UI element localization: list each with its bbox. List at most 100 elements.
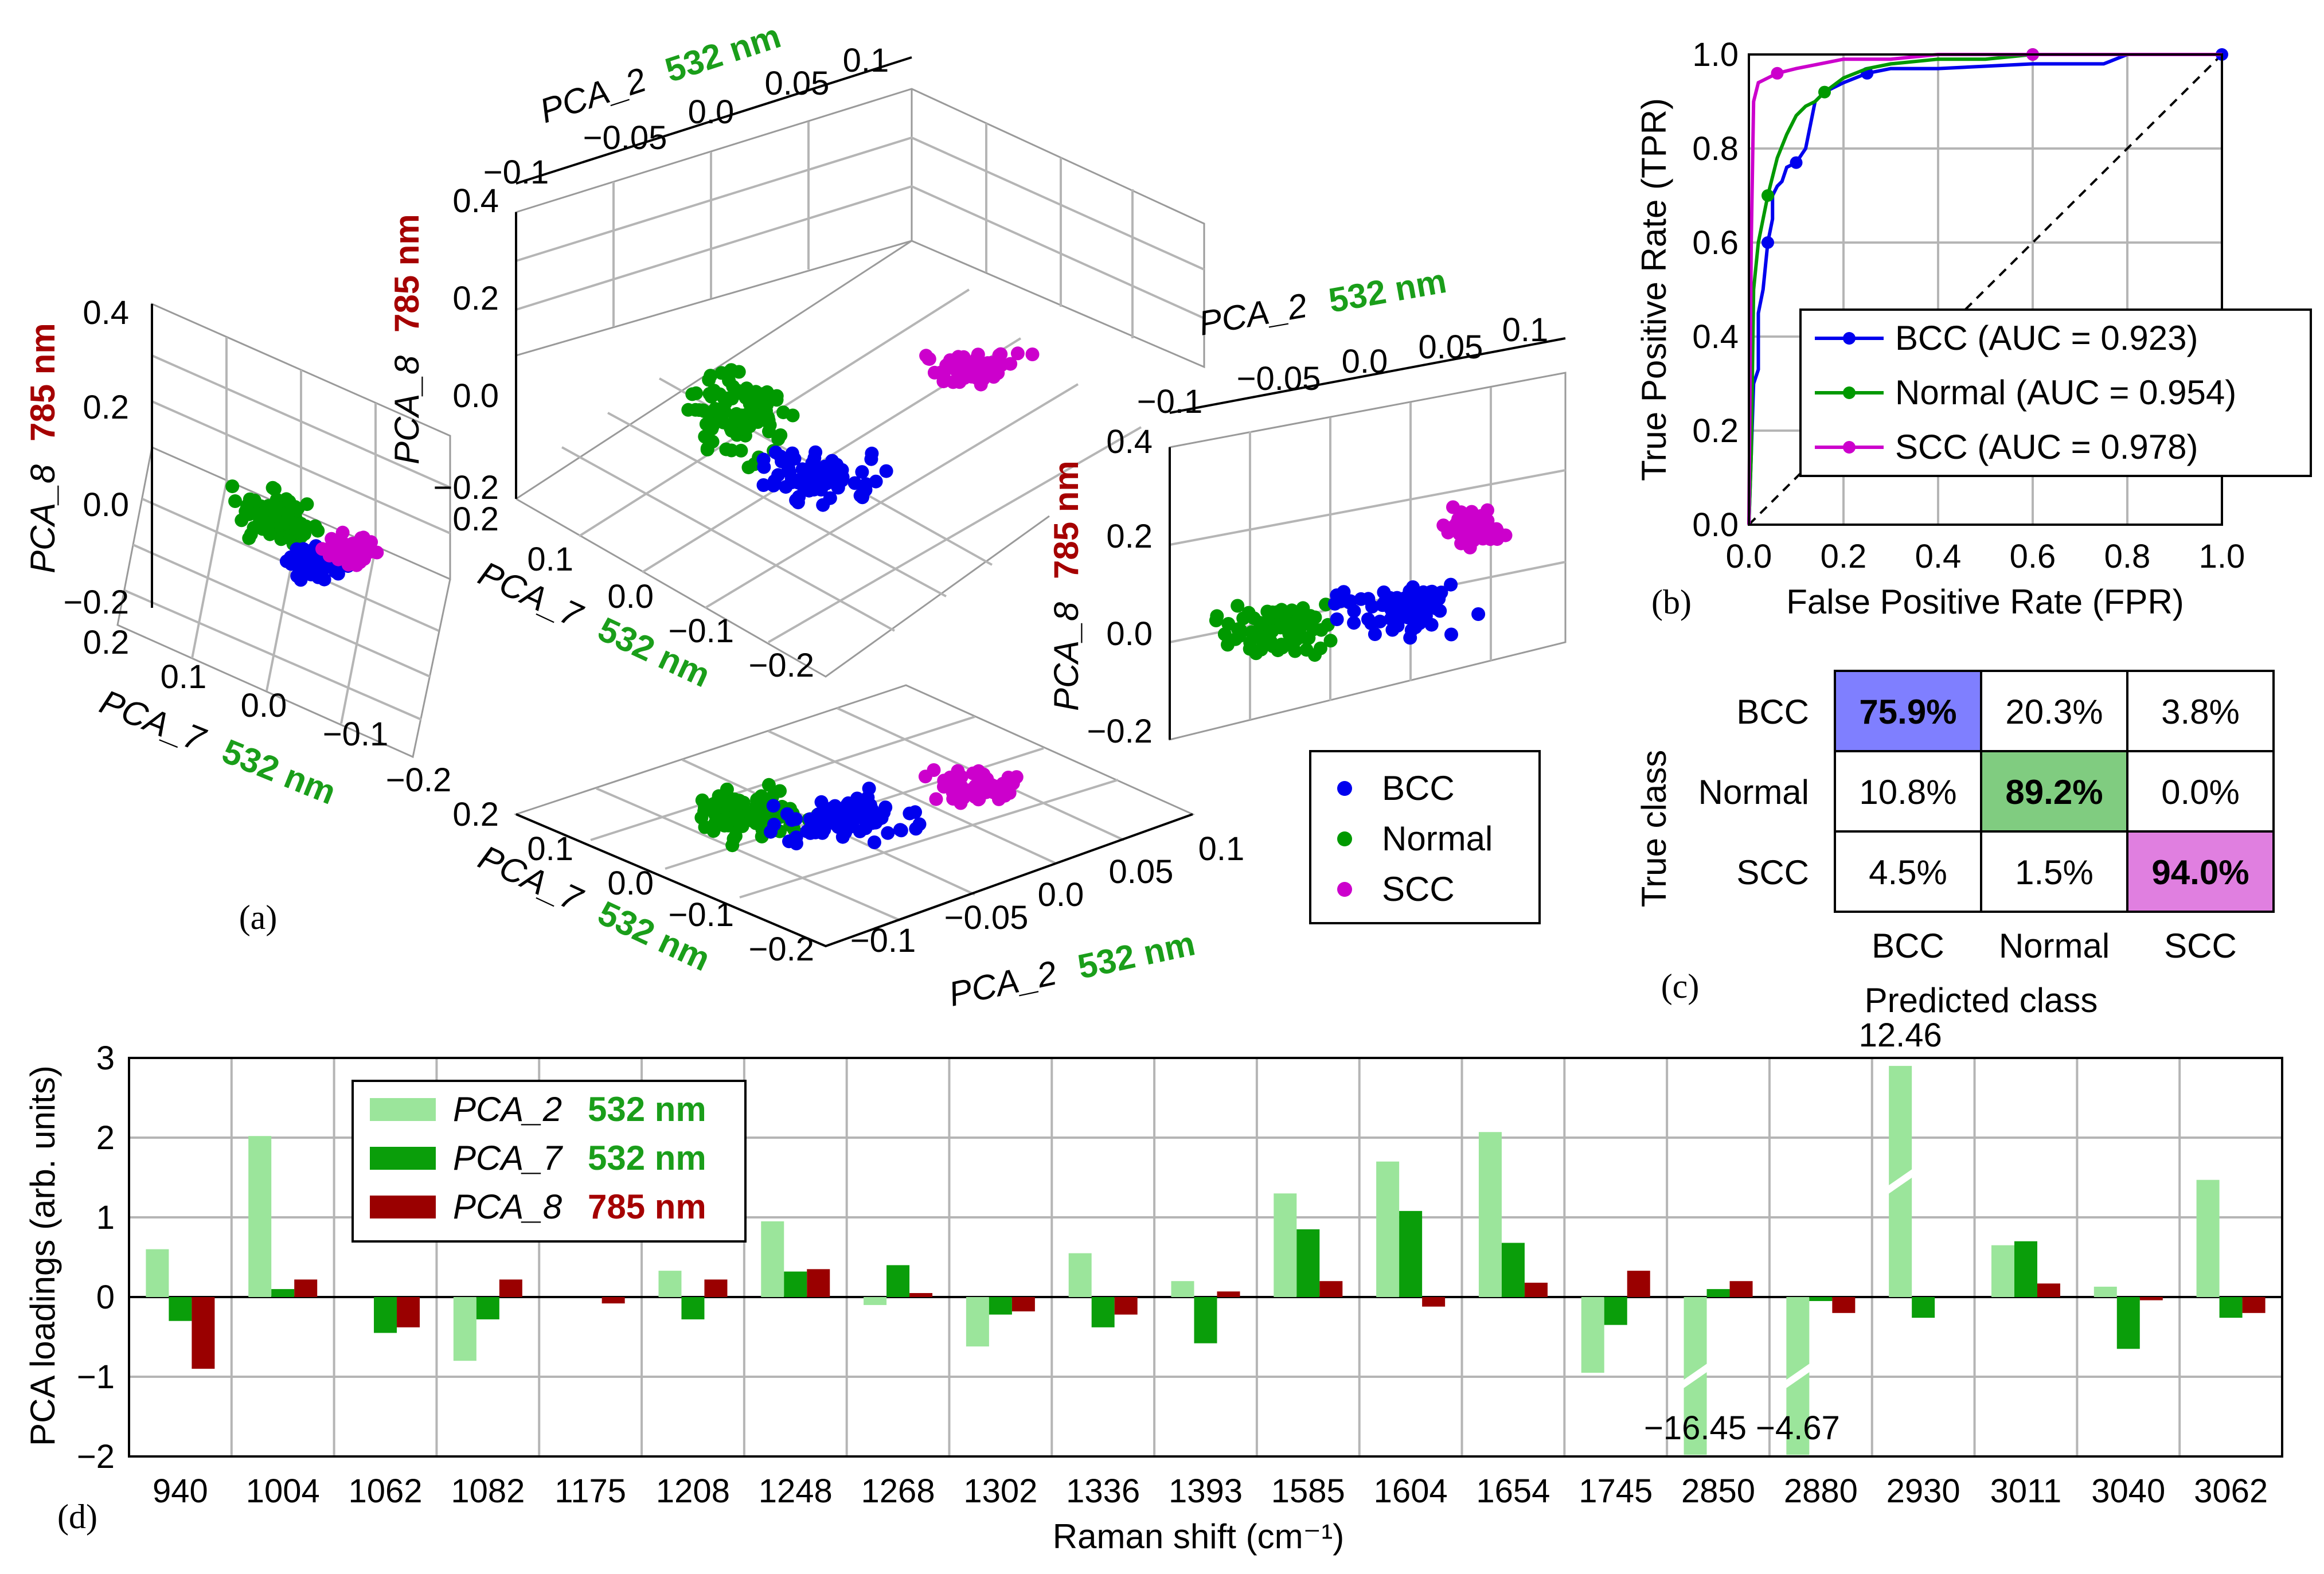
panel-label-c: (c)	[1661, 967, 1700, 1005]
scatter-point-bcc	[858, 821, 873, 835]
bar-pca8	[1422, 1297, 1446, 1307]
bar-pca7	[2116, 1297, 2140, 1349]
nm532-label: 532 nm	[1326, 261, 1449, 320]
panel-label-b: (b)	[1651, 583, 1692, 621]
roc-line-bcc	[1747, 53, 2222, 525]
scatter-point-normal	[228, 494, 243, 508]
roc-point-normal	[1818, 85, 1831, 99]
scatter-point-scc	[966, 368, 980, 382]
bar-pca7	[2014, 1241, 2037, 1297]
roc-legend-scc-label: SCC (AUC = 0.978)	[1895, 428, 2198, 466]
back-grid	[151, 337, 451, 548]
scatter-point-bcc	[756, 478, 771, 492]
scatter-point-normal	[704, 369, 718, 383]
ztick-right-3: −0.2	[1087, 713, 1153, 750]
ztick-top-3: −0.2	[433, 469, 499, 506]
panel-b: 0.0 0.2 0.4 0.6 0.8 1.0 0.0 0.2 0.4 0.6 0.8 1.0 Fal…	[1635, 36, 2312, 621]
scatter-point-bcc	[871, 813, 885, 827]
scatter-point-bcc	[865, 446, 879, 460]
bar-pca2	[1068, 1253, 1092, 1297]
zlabel-left: PCA_8 785 nm	[24, 323, 62, 573]
ytick-left-4: −0.2	[386, 761, 452, 799]
scatter-point-scc	[927, 763, 941, 777]
ytick-top-1: 0.1	[527, 541, 573, 578]
roc-point-bcc	[1790, 156, 1803, 169]
scatter-point-scc	[338, 550, 352, 565]
cm-cell-value: 0.0%	[2161, 773, 2240, 811]
scatter-point-bcc	[807, 451, 822, 465]
scatter-point-bcc	[1404, 623, 1419, 637]
scatter-point-bcc	[879, 464, 893, 478]
bar-pca7	[1399, 1210, 1423, 1297]
scatter-point-normal	[280, 507, 295, 521]
scatter-point-bcc	[817, 818, 831, 833]
scatter-point-bcc	[855, 465, 869, 479]
scatter-point-normal	[244, 527, 258, 541]
scatter-point-normal	[1247, 611, 1261, 626]
cm-cell	[2126, 830, 2275, 913]
scatter-point-bcc	[1471, 607, 1486, 621]
scatter-point-normal	[1270, 605, 1284, 619]
bar-pca7	[1091, 1297, 1115, 1327]
scatter-point-normal	[706, 797, 720, 811]
bar-pca8	[397, 1297, 420, 1327]
scatter-right	[1209, 500, 1513, 662]
bar-pca7	[1501, 1243, 1525, 1297]
scatter-point-normal	[754, 789, 768, 803]
legend-scc-label: SCC	[1382, 870, 1455, 908]
confusion-matrix: BCC 75.9% 20.3% 3.8% Normal 10.8% 89.2% 0.0% SCC…	[1698, 670, 2275, 965]
bar-pca2	[2196, 1179, 2220, 1297]
xtick-right-4: 0.1	[1502, 311, 1549, 349]
ztick-right-0: 0.4	[1106, 423, 1153, 460]
bar-ytick: 3	[96, 1040, 115, 1077]
xtick-bottom-4: 0.1	[1198, 830, 1245, 868]
scatter-point-scc	[992, 792, 1006, 806]
bar-xtick: 1062	[349, 1473, 423, 1510]
cm-cell-value: 89.2%	[2005, 773, 2103, 811]
scatter-point-normal	[713, 408, 728, 423]
scatter-point-bcc	[764, 825, 778, 839]
scatter-point-scc	[1454, 505, 1468, 520]
scatter-point-bcc	[841, 796, 856, 810]
roc-ylabel: True Positive Rate (TPR)	[1635, 98, 1673, 481]
cm-cell-value: 75.9%	[1859, 693, 1956, 731]
scatter-point-bcc	[804, 819, 818, 834]
roc-ytick: 1.0	[1692, 36, 1739, 73]
cm-cell	[1834, 750, 1982, 833]
bar-break-mark	[1678, 1362, 1712, 1389]
scatter-point-normal	[774, 428, 788, 442]
scatter-point-normal	[728, 829, 743, 843]
scatter-point-bcc	[867, 835, 881, 849]
ytick-left-0: 0.2	[83, 624, 130, 661]
xtick-bottom-0: −0.1	[850, 922, 916, 959]
bar-annotation: −4.67	[1756, 1409, 1840, 1447]
scatter-point-scc	[1010, 346, 1025, 361]
scatter-point-normal	[719, 442, 733, 456]
scatter-point-bcc	[1342, 595, 1356, 610]
roc-point-scc	[1771, 67, 1784, 80]
pca2-name: PCA_2	[946, 954, 1060, 1014]
roc-legend-frame	[1799, 308, 2312, 477]
bar-annotation: 12.46	[1859, 1017, 1942, 1054]
scatter-point-bcc	[1444, 627, 1458, 642]
scatter-point-bcc	[807, 467, 821, 481]
bar-pca7	[784, 1271, 807, 1297]
bar-ylabel: PCA loadings (arb. units)	[24, 1065, 62, 1446]
bar-xtick: 1004	[246, 1473, 320, 1510]
ytick-left-2: 0.0	[241, 687, 287, 724]
bar-xtick: 1302	[963, 1473, 1037, 1510]
ztick-top-2: 0.0	[452, 377, 499, 415]
scatter-point-scc	[1473, 513, 1487, 528]
bar-pca2	[453, 1297, 476, 1361]
legend-a: BCC Normal SCC	[1309, 750, 1541, 924]
cm-col-label: BCC	[1872, 927, 1944, 965]
scatter-point-scc	[1456, 524, 1470, 537]
legend-bcc-label: BCC	[1382, 769, 1455, 807]
bar-xtick: 1393	[1169, 1473, 1243, 1510]
scatter-point-bcc	[814, 795, 829, 809]
roc-xtick: 0.8	[2104, 538, 2151, 575]
ytick-left-1: 0.1	[161, 658, 207, 696]
scatter-point-bcc	[903, 806, 917, 821]
scatter-point-scc	[946, 375, 960, 389]
